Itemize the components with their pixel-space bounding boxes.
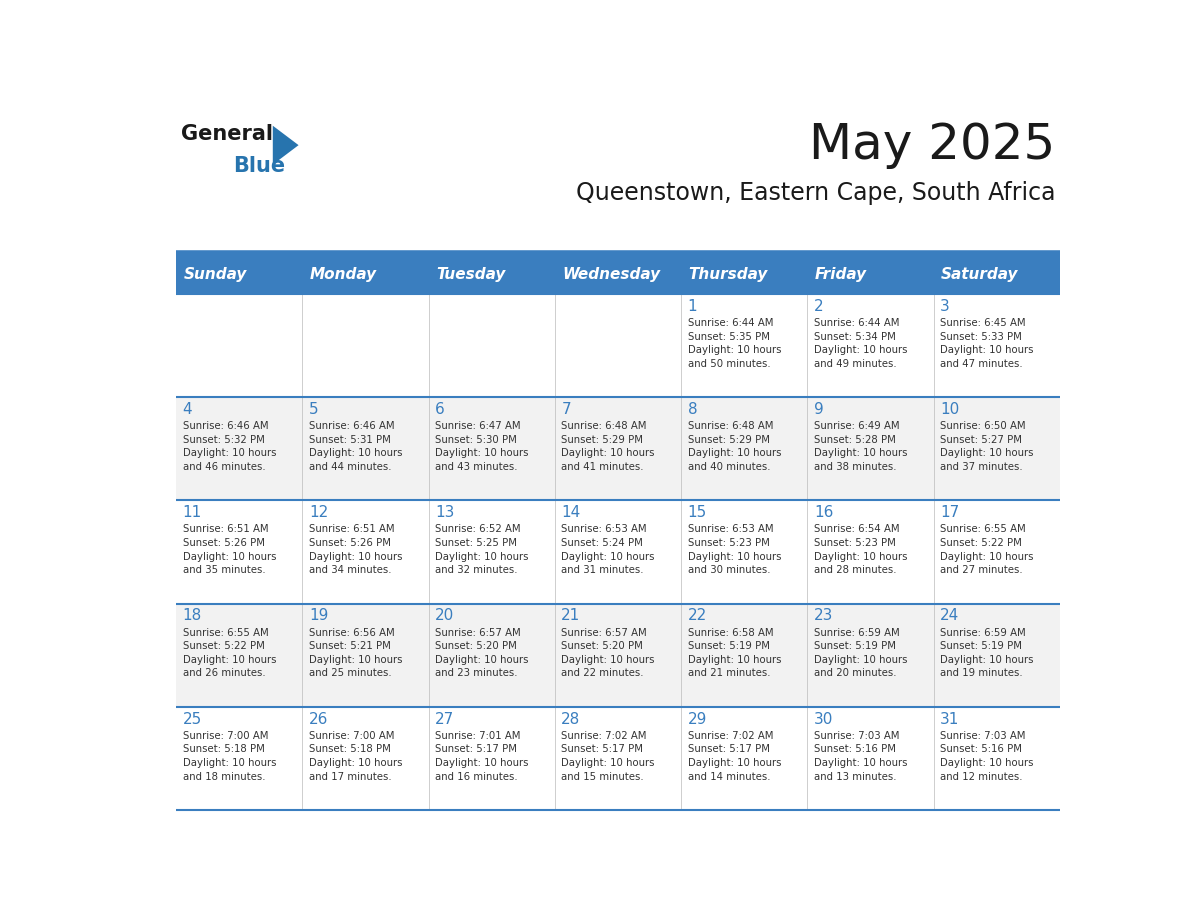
- Text: 15: 15: [688, 505, 707, 521]
- Text: 18: 18: [183, 609, 202, 623]
- Text: Sunrise: 6:58 AM
Sunset: 5:19 PM
Daylight: 10 hours
and 21 minutes.: Sunrise: 6:58 AM Sunset: 5:19 PM Dayligh…: [688, 628, 782, 678]
- Text: Sunrise: 6:46 AM
Sunset: 5:31 PM
Daylight: 10 hours
and 44 minutes.: Sunrise: 6:46 AM Sunset: 5:31 PM Dayligh…: [309, 421, 403, 472]
- Text: Friday: Friday: [815, 267, 867, 282]
- Text: 28: 28: [562, 711, 581, 727]
- Bar: [176, 500, 1060, 603]
- Text: 27: 27: [435, 711, 454, 727]
- Bar: [176, 255, 1060, 294]
- Text: Sunrise: 6:49 AM
Sunset: 5:28 PM
Daylight: 10 hours
and 38 minutes.: Sunrise: 6:49 AM Sunset: 5:28 PM Dayligh…: [814, 421, 908, 472]
- Text: Sunrise: 6:55 AM
Sunset: 5:22 PM
Daylight: 10 hours
and 26 minutes.: Sunrise: 6:55 AM Sunset: 5:22 PM Dayligh…: [183, 628, 276, 678]
- Text: 31: 31: [940, 711, 960, 727]
- Text: Sunrise: 6:48 AM
Sunset: 5:29 PM
Daylight: 10 hours
and 40 minutes.: Sunrise: 6:48 AM Sunset: 5:29 PM Dayligh…: [688, 421, 782, 472]
- Text: Sunrise: 7:02 AM
Sunset: 5:17 PM
Daylight: 10 hours
and 15 minutes.: Sunrise: 7:02 AM Sunset: 5:17 PM Dayligh…: [562, 731, 655, 781]
- Text: Wednesday: Wednesday: [562, 267, 661, 282]
- Text: May 2025: May 2025: [809, 121, 1055, 169]
- Text: 1: 1: [688, 299, 697, 314]
- Text: Sunrise: 6:53 AM
Sunset: 5:24 PM
Daylight: 10 hours
and 31 minutes.: Sunrise: 6:53 AM Sunset: 5:24 PM Dayligh…: [562, 524, 655, 576]
- Text: Sunrise: 6:54 AM
Sunset: 5:23 PM
Daylight: 10 hours
and 28 minutes.: Sunrise: 6:54 AM Sunset: 5:23 PM Dayligh…: [814, 524, 908, 576]
- Text: 6: 6: [435, 402, 444, 417]
- Text: 3: 3: [940, 299, 950, 314]
- Text: 13: 13: [435, 505, 455, 521]
- Text: Sunrise: 6:45 AM
Sunset: 5:33 PM
Daylight: 10 hours
and 47 minutes.: Sunrise: 6:45 AM Sunset: 5:33 PM Dayligh…: [940, 318, 1034, 369]
- Text: Sunrise: 7:00 AM
Sunset: 5:18 PM
Daylight: 10 hours
and 17 minutes.: Sunrise: 7:00 AM Sunset: 5:18 PM Dayligh…: [309, 731, 403, 781]
- Bar: [176, 707, 1060, 810]
- Text: 26: 26: [309, 711, 328, 727]
- Text: Sunrise: 6:57 AM
Sunset: 5:20 PM
Daylight: 10 hours
and 23 minutes.: Sunrise: 6:57 AM Sunset: 5:20 PM Dayligh…: [435, 628, 529, 678]
- Text: Sunrise: 6:44 AM
Sunset: 5:35 PM
Daylight: 10 hours
and 50 minutes.: Sunrise: 6:44 AM Sunset: 5:35 PM Dayligh…: [688, 318, 782, 369]
- Text: Queenstown, Eastern Cape, South Africa: Queenstown, Eastern Cape, South Africa: [576, 181, 1055, 205]
- Text: Sunrise: 6:51 AM
Sunset: 5:26 PM
Daylight: 10 hours
and 34 minutes.: Sunrise: 6:51 AM Sunset: 5:26 PM Dayligh…: [309, 524, 403, 576]
- Text: Sunrise: 6:50 AM
Sunset: 5:27 PM
Daylight: 10 hours
and 37 minutes.: Sunrise: 6:50 AM Sunset: 5:27 PM Dayligh…: [940, 421, 1034, 472]
- Text: Sunrise: 7:01 AM
Sunset: 5:17 PM
Daylight: 10 hours
and 16 minutes.: Sunrise: 7:01 AM Sunset: 5:17 PM Dayligh…: [435, 731, 529, 781]
- Text: 8: 8: [688, 402, 697, 417]
- Text: 2: 2: [814, 299, 823, 314]
- Text: Sunrise: 6:55 AM
Sunset: 5:22 PM
Daylight: 10 hours
and 27 minutes.: Sunrise: 6:55 AM Sunset: 5:22 PM Dayligh…: [940, 524, 1034, 576]
- Text: Sunrise: 6:51 AM
Sunset: 5:26 PM
Daylight: 10 hours
and 35 minutes.: Sunrise: 6:51 AM Sunset: 5:26 PM Dayligh…: [183, 524, 276, 576]
- Text: 25: 25: [183, 711, 202, 727]
- Text: 17: 17: [940, 505, 960, 521]
- Text: Sunday: Sunday: [183, 267, 247, 282]
- Text: Sunrise: 6:59 AM
Sunset: 5:19 PM
Daylight: 10 hours
and 20 minutes.: Sunrise: 6:59 AM Sunset: 5:19 PM Dayligh…: [814, 628, 908, 678]
- Text: Sunrise: 7:03 AM
Sunset: 5:16 PM
Daylight: 10 hours
and 12 minutes.: Sunrise: 7:03 AM Sunset: 5:16 PM Dayligh…: [940, 731, 1034, 781]
- Polygon shape: [273, 126, 298, 164]
- Text: 30: 30: [814, 711, 833, 727]
- Text: Sunrise: 6:44 AM
Sunset: 5:34 PM
Daylight: 10 hours
and 49 minutes.: Sunrise: 6:44 AM Sunset: 5:34 PM Dayligh…: [814, 318, 908, 369]
- Bar: [176, 294, 1060, 397]
- Bar: [176, 603, 1060, 707]
- Text: 4: 4: [183, 402, 192, 417]
- Text: 24: 24: [940, 609, 960, 623]
- Text: Sunrise: 6:52 AM
Sunset: 5:25 PM
Daylight: 10 hours
and 32 minutes.: Sunrise: 6:52 AM Sunset: 5:25 PM Dayligh…: [435, 524, 529, 576]
- Text: General: General: [181, 124, 273, 144]
- Text: Saturday: Saturday: [941, 267, 1018, 282]
- Text: 21: 21: [562, 609, 581, 623]
- Text: 23: 23: [814, 609, 833, 623]
- Text: 14: 14: [562, 505, 581, 521]
- Text: 22: 22: [688, 609, 707, 623]
- Text: Sunrise: 6:57 AM
Sunset: 5:20 PM
Daylight: 10 hours
and 22 minutes.: Sunrise: 6:57 AM Sunset: 5:20 PM Dayligh…: [562, 628, 655, 678]
- Text: Sunrise: 7:03 AM
Sunset: 5:16 PM
Daylight: 10 hours
and 13 minutes.: Sunrise: 7:03 AM Sunset: 5:16 PM Dayligh…: [814, 731, 908, 781]
- Text: 19: 19: [309, 609, 328, 623]
- Text: Sunrise: 6:46 AM
Sunset: 5:32 PM
Daylight: 10 hours
and 46 minutes.: Sunrise: 6:46 AM Sunset: 5:32 PM Dayligh…: [183, 421, 276, 472]
- Text: Sunrise: 6:48 AM
Sunset: 5:29 PM
Daylight: 10 hours
and 41 minutes.: Sunrise: 6:48 AM Sunset: 5:29 PM Dayligh…: [562, 421, 655, 472]
- Text: 11: 11: [183, 505, 202, 521]
- Text: 16: 16: [814, 505, 833, 521]
- Bar: [176, 397, 1060, 500]
- Text: Sunrise: 6:59 AM
Sunset: 5:19 PM
Daylight: 10 hours
and 19 minutes.: Sunrise: 6:59 AM Sunset: 5:19 PM Dayligh…: [940, 628, 1034, 678]
- Text: Sunrise: 6:47 AM
Sunset: 5:30 PM
Daylight: 10 hours
and 43 minutes.: Sunrise: 6:47 AM Sunset: 5:30 PM Dayligh…: [435, 421, 529, 472]
- Text: 12: 12: [309, 505, 328, 521]
- Text: 20: 20: [435, 609, 454, 623]
- Text: Sunrise: 6:56 AM
Sunset: 5:21 PM
Daylight: 10 hours
and 25 minutes.: Sunrise: 6:56 AM Sunset: 5:21 PM Dayligh…: [309, 628, 403, 678]
- Text: 7: 7: [562, 402, 571, 417]
- Text: Monday: Monday: [310, 267, 377, 282]
- Text: Sunrise: 7:00 AM
Sunset: 5:18 PM
Daylight: 10 hours
and 18 minutes.: Sunrise: 7:00 AM Sunset: 5:18 PM Dayligh…: [183, 731, 276, 781]
- Text: Blue: Blue: [233, 156, 285, 176]
- Text: Thursday: Thursday: [689, 267, 767, 282]
- Text: 5: 5: [309, 402, 318, 417]
- Text: Tuesday: Tuesday: [436, 267, 505, 282]
- Text: 9: 9: [814, 402, 823, 417]
- Text: 10: 10: [940, 402, 960, 417]
- Text: 29: 29: [688, 711, 707, 727]
- Text: Sunrise: 6:53 AM
Sunset: 5:23 PM
Daylight: 10 hours
and 30 minutes.: Sunrise: 6:53 AM Sunset: 5:23 PM Dayligh…: [688, 524, 782, 576]
- Text: Sunrise: 7:02 AM
Sunset: 5:17 PM
Daylight: 10 hours
and 14 minutes.: Sunrise: 7:02 AM Sunset: 5:17 PM Dayligh…: [688, 731, 782, 781]
